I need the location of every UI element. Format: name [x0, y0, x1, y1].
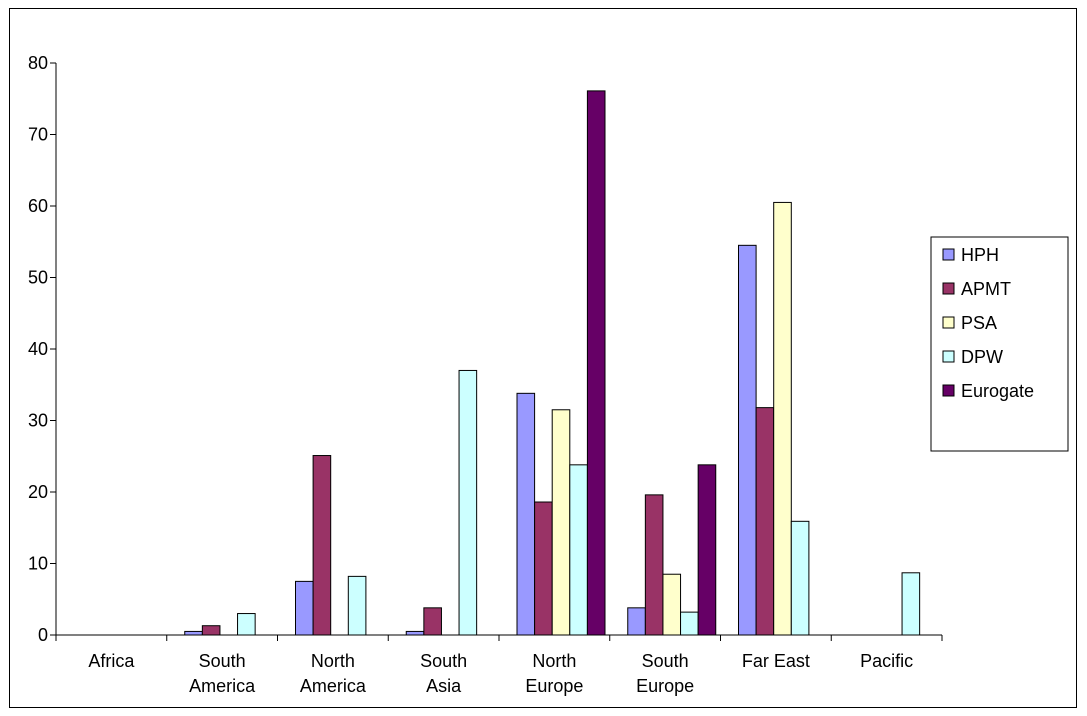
- y-tick-label: 0: [38, 625, 48, 645]
- legend-swatch: [942, 316, 955, 329]
- bars: [184, 90, 921, 636]
- y-tick-label: 20: [28, 482, 48, 502]
- legend-label: HPH: [961, 245, 999, 265]
- bar-eurogate: [586, 90, 606, 636]
- legend-swatch: [942, 282, 955, 295]
- bar-apmt: [201, 625, 221, 636]
- bar-apmt: [423, 607, 442, 636]
- category-label: Far East: [742, 651, 810, 671]
- bar-psa: [662, 573, 682, 636]
- bar-chart: 0 10 20 30 40 50 60 70 80 Africa South America North…: [28, 53, 1069, 696]
- bar-hph: [738, 244, 757, 636]
- legend-label: PSA: [961, 313, 997, 333]
- category-label: South America: [189, 651, 256, 696]
- category-label: South Asia: [420, 651, 467, 696]
- category-label: North Europe: [525, 651, 583, 696]
- legend: HPH APMT PSA DPW Eurogate: [930, 236, 1069, 452]
- category-label: North America: [300, 651, 367, 696]
- bar-eurogate: [697, 464, 717, 636]
- category-label: South Europe: [636, 651, 694, 696]
- chart-area: 0 10 20 30 40 50 60 70 80 Africa South America North…: [9, 8, 1077, 708]
- bar-psa: [773, 201, 792, 636]
- y-tick-label: 80: [28, 53, 48, 73]
- bar-psa: [551, 409, 571, 636]
- legend-box: [930, 236, 1069, 452]
- bar-apmt: [534, 501, 553, 636]
- bar-apmt: [312, 455, 332, 636]
- bar-dpw: [569, 464, 588, 636]
- bar-apmt: [644, 494, 664, 636]
- axis-labels: 0 10 20 30 40 50 60 70 80 Africa South America North…: [28, 53, 913, 696]
- bar-dpw: [680, 611, 699, 636]
- y-tick-label: 10: [28, 554, 48, 574]
- y-tick-label: 70: [28, 125, 48, 145]
- legend-swatch: [942, 248, 955, 261]
- bar-dpw: [901, 572, 921, 636]
- bar-hph: [516, 392, 536, 636]
- legend-swatch: [942, 384, 955, 397]
- y-tick-label: 40: [28, 339, 48, 359]
- legend-label: Eurogate: [961, 381, 1034, 401]
- bar-hph: [295, 580, 314, 636]
- legend-swatch: [942, 350, 955, 363]
- category-label: Pacific: [860, 651, 913, 671]
- bar-dpw: [237, 613, 256, 636]
- bar-hph: [405, 630, 425, 636]
- bar-dpw: [790, 520, 810, 636]
- y-tick-label: 30: [28, 411, 48, 431]
- bar-dpw: [347, 575, 367, 636]
- y-tick-label: 50: [28, 268, 48, 288]
- bar-dpw: [458, 369, 478, 636]
- category-label: Africa: [88, 651, 135, 671]
- bar-apmt: [755, 407, 775, 636]
- bar-hph: [184, 630, 203, 636]
- bar-hph: [627, 607, 646, 636]
- y-tick-label: 60: [28, 196, 48, 216]
- legend-label: DPW: [961, 347, 1003, 367]
- legend-label: APMT: [961, 279, 1011, 299]
